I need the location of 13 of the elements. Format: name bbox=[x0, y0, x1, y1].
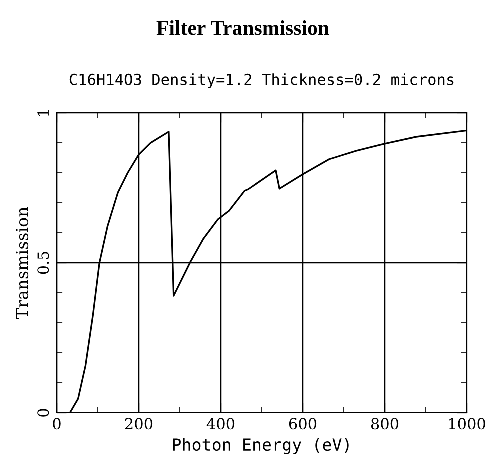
x-tick-label: 200 bbox=[125, 418, 153, 430]
x-tick-label: 600 bbox=[289, 418, 317, 430]
x-tick-label: 800 bbox=[371, 418, 399, 430]
x-tick-label: 400 bbox=[206, 418, 235, 430]
chart-title: Filter Transmission bbox=[156, 20, 330, 36]
y-axis-title: Transmission bbox=[16, 207, 29, 320]
chart-subtitle: C16H14O3 Density=1.2 Thickness=0.2 microns bbox=[70, 74, 454, 88]
y-tick-label: 0 bbox=[38, 409, 50, 417]
x-axis-title: Photon Energy (eV) bbox=[173, 438, 349, 454]
y-tick-label: 0.5 bbox=[38, 252, 50, 274]
x-tick-label: 1000 bbox=[449, 418, 486, 430]
x-tick-label: 0 bbox=[53, 418, 61, 430]
y-tick-label: 1 bbox=[38, 110, 49, 116]
